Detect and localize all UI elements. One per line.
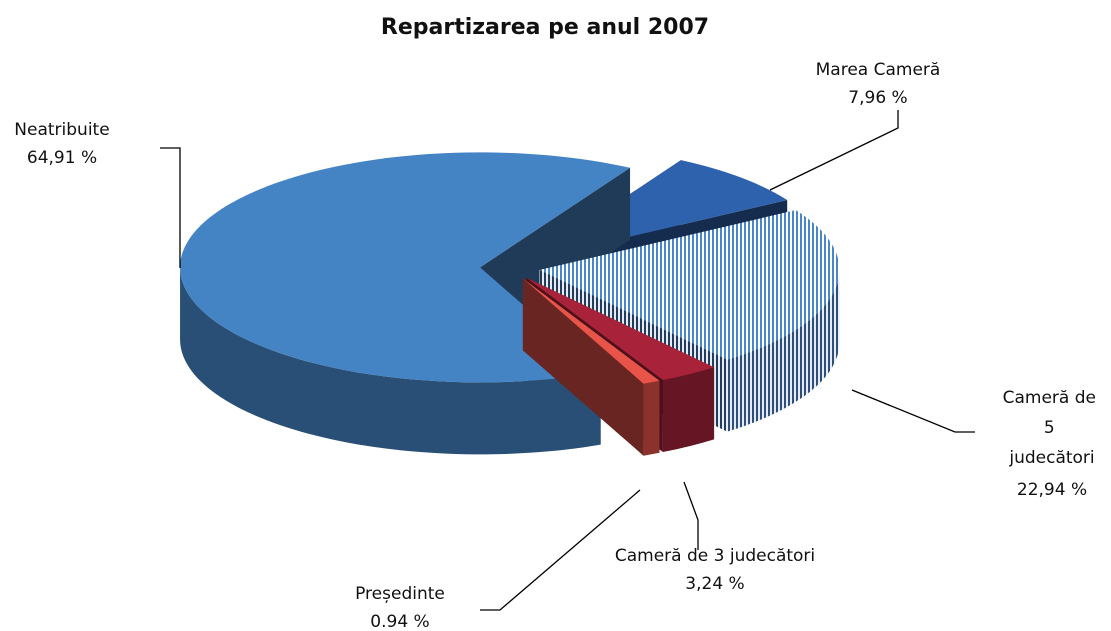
labels: Marea Cameră 7,96 % Cameră de 5 judecători… <box>14 60 1101 631</box>
slice-side <box>662 367 715 453</box>
data-label-name: Cameră de 5 judecători <box>1003 388 1102 468</box>
slice-side <box>480 167 631 340</box>
leader-line <box>769 110 899 191</box>
data-label-value: 64,91 % <box>27 148 97 168</box>
slice-side <box>727 269 840 432</box>
slice-top <box>526 277 715 381</box>
data-label-name: Marea Cameră <box>816 60 941 80</box>
slice-top <box>522 278 660 384</box>
slice-top <box>539 210 840 360</box>
leader-line <box>851 389 975 433</box>
data-label-name: Președinte <box>355 584 445 604</box>
leader-line <box>683 481 699 550</box>
slice-side <box>522 278 644 456</box>
data-label-name: Cameră de 3 judecători <box>615 546 815 566</box>
leader-line <box>160 147 181 268</box>
slice-side <box>643 380 660 456</box>
data-label-value: 0.94 % <box>370 612 429 631</box>
slice-top <box>180 152 631 383</box>
data-label-value: 22,94 % <box>1017 480 1087 500</box>
data-label-name: Neatribuite <box>14 120 109 140</box>
data-label-value: 7,96 % <box>848 88 907 108</box>
pie-slice <box>522 278 660 456</box>
data-label-value: 3,24 % <box>685 574 744 594</box>
pie <box>180 152 840 456</box>
leader-line <box>480 489 641 611</box>
slice-side <box>180 267 601 455</box>
chart-title: Repartizarea pe anul 2007 <box>381 15 709 40</box>
